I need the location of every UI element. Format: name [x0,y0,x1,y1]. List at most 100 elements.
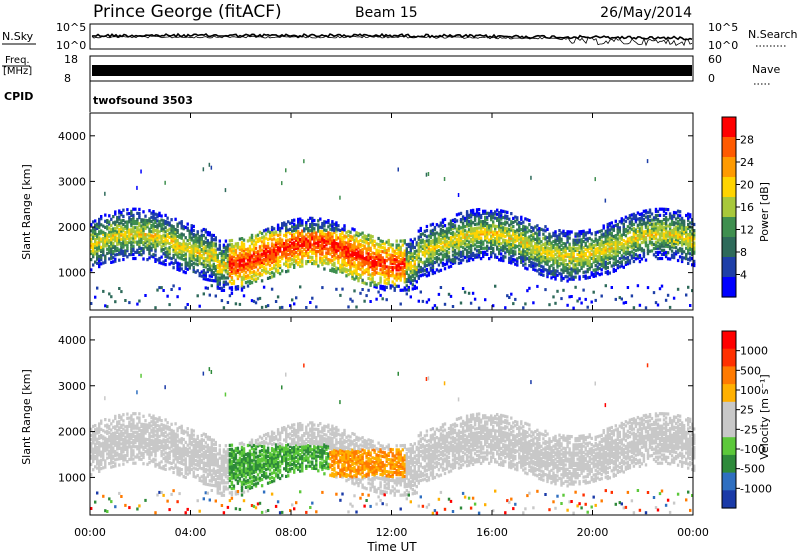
power-clutter-cell [652,291,656,295]
power-echo-cell [405,271,408,275]
power-echo-cell [393,274,396,278]
velocity-echo-cell [90,473,93,477]
power-echo-cell [687,239,690,243]
power-echo-cell [606,231,609,235]
power-echo-cell [540,248,543,252]
power-echo-cell [226,270,230,274]
power-echo-cell [439,258,443,262]
power-echo-cell [431,241,435,245]
power-echo-cell [186,261,189,265]
power-echo-cell [313,237,316,241]
power-echo-cell [608,224,611,228]
power-echo-cell [248,246,252,250]
power-echo-cell [252,239,256,243]
power-echo-cell [158,213,161,217]
power-echo-cell [540,272,543,277]
power-echo-cell [658,236,662,240]
power-echo-cell [626,249,630,253]
power-echo-cell [325,232,328,237]
power-echo-cell [650,241,654,245]
power-echo-cell [309,245,312,249]
power-echo-cell [295,246,298,251]
power-echo-cell [606,253,609,257]
nsky-trace [91,32,693,41]
power-echo-cell [425,229,429,233]
power-echo-cell [606,257,609,261]
power-echo-cell [496,241,499,245]
power-echo-cell [687,212,690,216]
power-echo-cell [542,236,545,240]
power-echo-cell [634,216,638,220]
power-echo-cell [479,226,483,230]
power-echo-cell [365,239,368,243]
power-echo-cell [266,246,270,250]
power-echo-cell [606,235,609,239]
power-echo-cell [608,261,611,265]
power-echo-cell [315,251,318,256]
power-echo-cell [602,244,605,249]
power-echo-cell [329,248,332,252]
power-echo-cell [612,247,615,251]
power-echo-cell [674,229,678,233]
power-echo-cell [104,213,107,217]
power-echo-cell [409,263,412,267]
power-echo-cell [92,236,95,240]
power-echo-cell [592,260,595,264]
power-echo-cell [498,219,501,223]
power-echo-cell [102,236,105,240]
power-clutter-cell [293,302,296,306]
power-echo-cell [401,239,404,243]
power-echo-cell [451,245,455,249]
power-echo-cell [132,252,135,256]
power-echo-cell [381,266,384,270]
power-echo-cell [254,279,258,283]
power-echo-cell [311,231,314,235]
power-echo-cell [397,266,400,270]
power-echo-cell [602,242,605,247]
power-echo-cell [558,261,561,265]
power-echo-cell [666,224,670,228]
velocity-echo-cell [90,450,93,454]
power-echo-cell [124,232,127,237]
power-echo-cell [492,242,495,247]
power-echo-cell [624,250,628,254]
power-echo-cell [264,236,268,240]
power-echo-cell [520,228,523,232]
power-echo-cell [682,219,686,223]
power-echo-cell [164,230,167,234]
power-echo-cell [268,230,272,234]
power-echo-cell [512,229,515,233]
power-echo-cell [222,266,226,270]
power-clutter-cell [685,293,688,297]
power-clutter-cell [576,299,579,303]
power-echo-cell [293,237,296,241]
power-echo-cell [377,263,380,267]
power-echo-cell [435,245,439,249]
power-echo-cell [672,239,676,243]
power-echo-cell [490,244,493,248]
power-echo-cell [180,244,183,248]
power-echo-cell [435,249,439,253]
power-echo-cell [361,272,364,276]
power-echo-cell [268,257,272,261]
power-echo-cell [222,284,226,288]
power-echo-cell [433,240,437,244]
power-echo-cell [108,232,111,236]
power-echo-cell [361,278,364,282]
power-echo-cell [250,262,254,266]
power-echo-cell [423,229,427,233]
power-echo-cell [144,245,147,249]
power-echo-cell [636,223,640,227]
power-echo-cell [554,234,557,238]
power-echo-cell [574,242,577,246]
power-echo-cell [256,268,260,272]
power-echo-cell [126,249,129,253]
power-echo-cell [285,235,288,239]
power-echo-cell [289,250,292,254]
power-echo-cell [196,248,199,252]
power-echo-cell [349,269,352,273]
power-echo-cell [367,260,370,264]
power-echo-cell [278,245,282,249]
power-echo-cell [467,215,471,219]
power-echo-cell [214,252,217,256]
